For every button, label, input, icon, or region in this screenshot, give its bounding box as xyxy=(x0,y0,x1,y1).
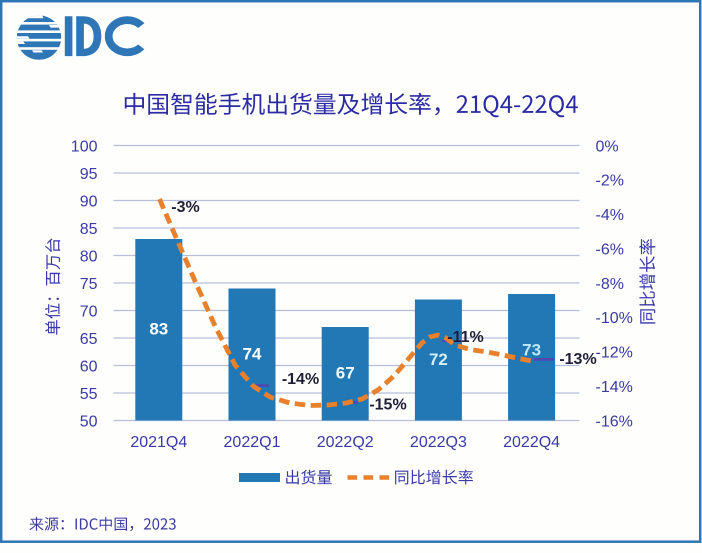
svg-text:-6%: -6% xyxy=(596,241,624,258)
svg-text:67: 67 xyxy=(336,364,355,383)
svg-text:-10%: -10% xyxy=(596,310,633,327)
svg-text:80: 80 xyxy=(80,248,98,265)
svg-text:2022Q2: 2022Q2 xyxy=(317,434,374,451)
svg-text:-2%: -2% xyxy=(596,173,624,190)
svg-text:-8%: -8% xyxy=(596,276,624,293)
svg-text:75: 75 xyxy=(80,276,98,293)
svg-text:0%: 0% xyxy=(596,138,619,155)
svg-text:100: 100 xyxy=(71,138,98,155)
svg-text:-15%: -15% xyxy=(369,396,406,413)
svg-text:2022Q3: 2022Q3 xyxy=(410,434,467,451)
svg-text:55: 55 xyxy=(80,386,98,403)
svg-text:-14%: -14% xyxy=(596,379,633,396)
svg-text:72: 72 xyxy=(429,350,448,369)
svg-text:2022Q1: 2022Q1 xyxy=(224,434,281,451)
svg-text:-16%: -16% xyxy=(596,413,633,430)
svg-text:83: 83 xyxy=(149,320,168,339)
svg-text:-11%: -11% xyxy=(447,329,483,346)
svg-text:2021Q4: 2021Q4 xyxy=(130,434,187,451)
svg-text:74: 74 xyxy=(243,344,262,363)
svg-text:73: 73 xyxy=(522,341,541,360)
svg-text:-13%: -13% xyxy=(559,351,596,368)
svg-text:65: 65 xyxy=(80,331,98,348)
svg-text:-12%: -12% xyxy=(596,345,633,362)
svg-text:90: 90 xyxy=(80,193,98,210)
svg-text:2022Q4: 2022Q4 xyxy=(503,434,560,451)
svg-text:95: 95 xyxy=(80,166,98,183)
svg-text:-3%: -3% xyxy=(171,199,199,216)
svg-text:-14%: -14% xyxy=(282,371,319,388)
svg-text:85: 85 xyxy=(80,221,98,238)
svg-text:50: 50 xyxy=(80,413,98,430)
svg-text:60: 60 xyxy=(80,358,98,375)
svg-text:-4%: -4% xyxy=(596,207,624,224)
svg-text:70: 70 xyxy=(80,303,98,320)
